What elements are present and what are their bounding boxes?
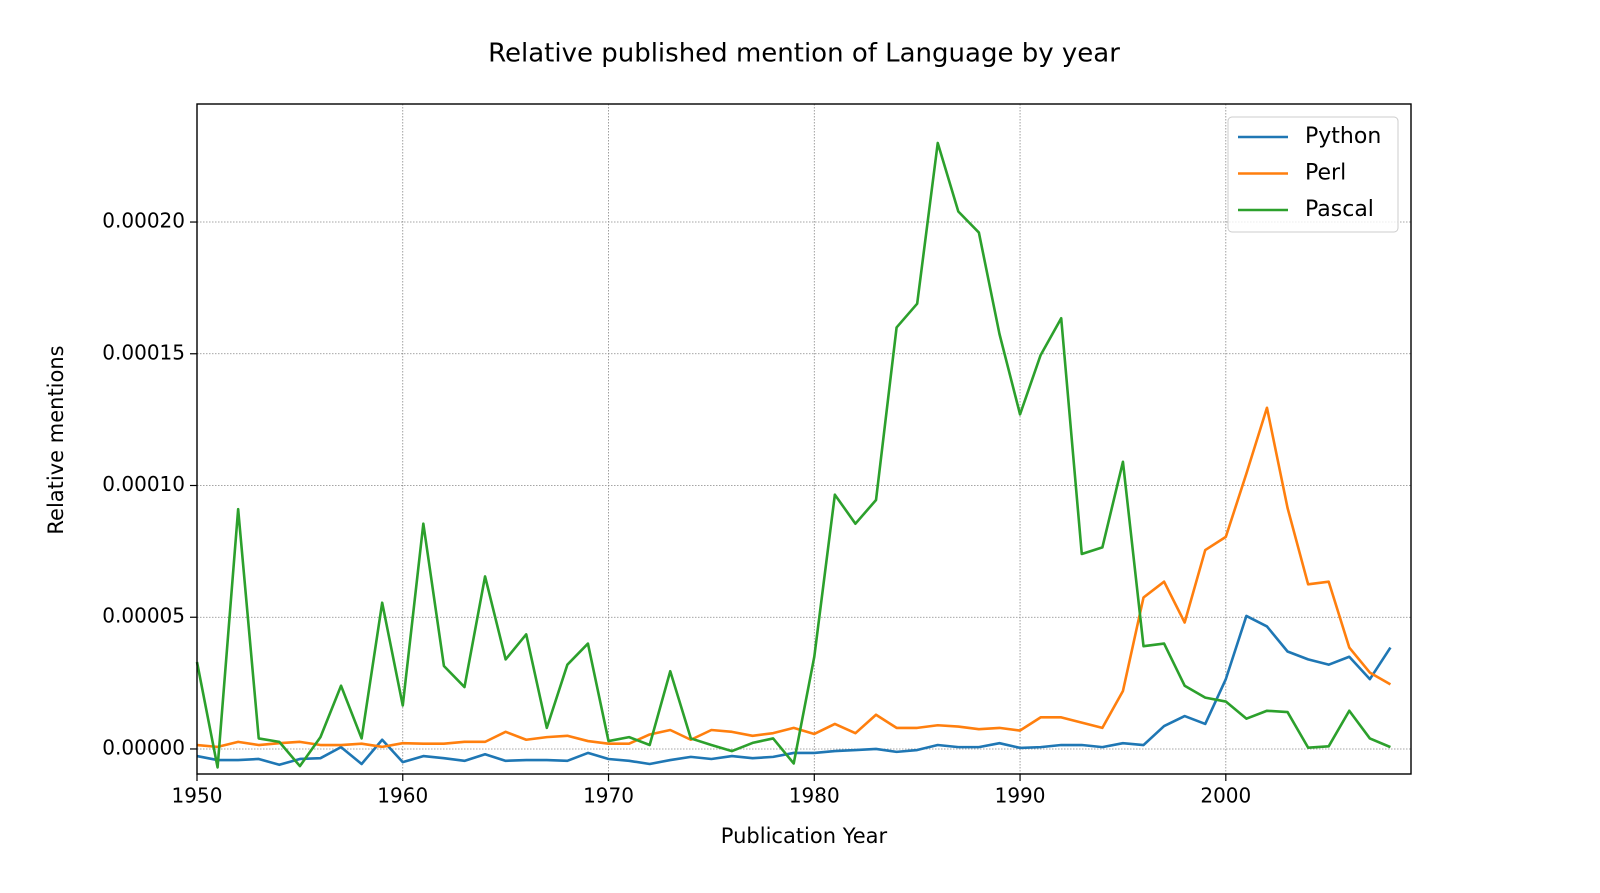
chart-title: Relative published mention of Language b…	[488, 39, 1120, 69]
y-axis-label: Relative mentions	[44, 345, 68, 534]
legend-label: Python	[1305, 124, 1381, 149]
legend-box	[1227, 116, 1399, 233]
x-tick-label: 1980	[789, 784, 840, 808]
legend-label: Pascal	[1305, 197, 1374, 222]
y-tick-label: 0.00005	[102, 604, 185, 628]
x-tick-label: 1990	[995, 784, 1046, 808]
x-tick-label: 1950	[172, 784, 223, 808]
y-tick-label: 0.00010	[102, 472, 185, 496]
y-tick-label: 0.00020	[102, 209, 185, 233]
plot-frame	[196, 103, 1412, 775]
series-line	[196, 406, 1392, 749]
x-axis-label: Publication Year	[721, 824, 888, 848]
x-tick-label: 2000	[1200, 784, 1251, 808]
y-tick-label: 0.00015	[102, 340, 185, 364]
legend-label: Perl	[1305, 161, 1346, 186]
x-tick-label: 1970	[583, 784, 634, 808]
series-line	[195, 141, 1391, 769]
x-tick-label: 1960	[377, 784, 428, 808]
series-line	[196, 614, 1392, 767]
y-tick-label: 0.00000	[102, 735, 185, 759]
